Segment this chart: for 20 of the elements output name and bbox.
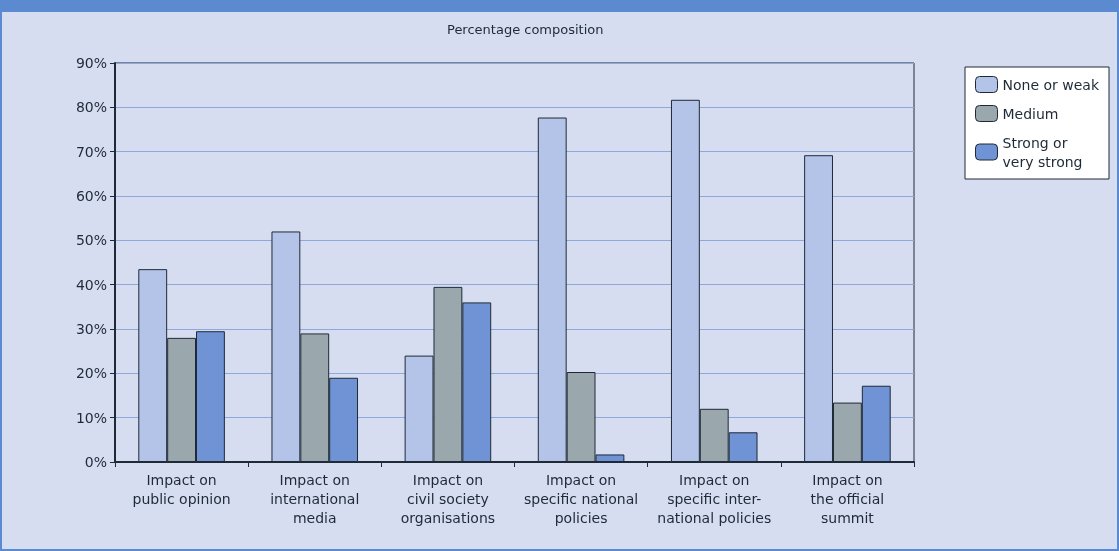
x-tick-label: Impact on specific inter- national policies: [657, 471, 772, 526]
y-tick-label: 80%: [75, 99, 107, 116]
x-tick-label: Impact on the official summit: [810, 471, 885, 526]
y-tick-label: 70%: [75, 143, 107, 160]
chart-title: Percentage composition: [447, 22, 604, 37]
y-tick-label: 20%: [75, 365, 107, 382]
legend-label: Medium: [1002, 105, 1059, 122]
x-tick-label: Impact on civil society organisations: [400, 471, 496, 526]
x-tick-label: Impact on international media: [270, 471, 360, 526]
y-tick-label: 60%: [75, 188, 107, 204]
y-tick-label: 0%: [84, 454, 107, 470]
legend-label: Strong or very strong: [1002, 134, 1083, 170]
x-tick-label: Impact on specific national policies: [524, 471, 639, 526]
x-tick-label: Impact on public opinion: [132, 471, 231, 507]
y-tick-label: 50%: [75, 232, 107, 249]
legend-label: None or weak: [1002, 76, 1100, 93]
y-tick-label: 10%: [75, 409, 107, 426]
y-tick-label: 40%: [75, 276, 107, 293]
y-tick-label: 30%: [75, 321, 107, 337]
y-tick-label: 90%: [75, 55, 107, 71]
